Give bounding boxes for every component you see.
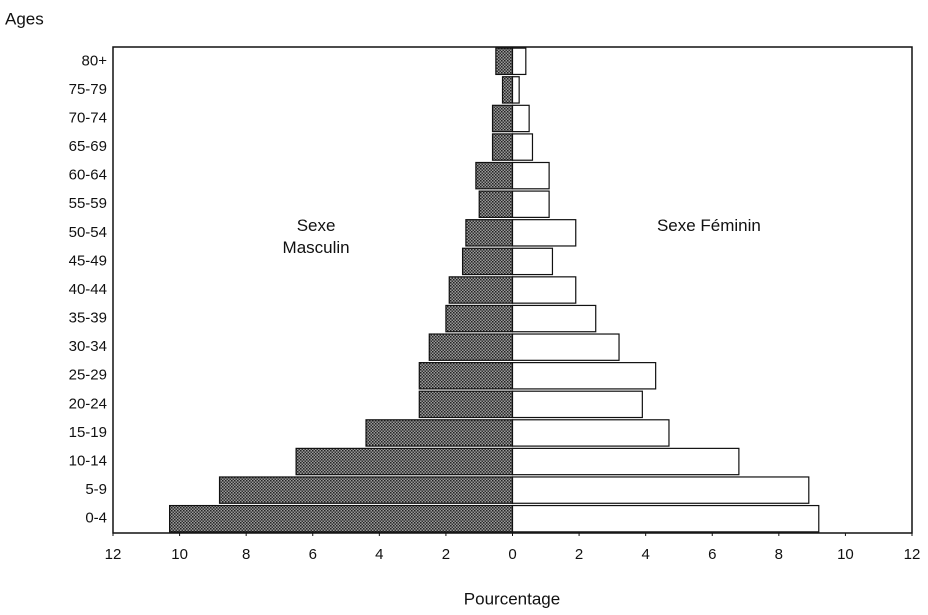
bar (511, 161, 550, 190)
bar (465, 219, 514, 247)
bar (511, 419, 670, 447)
bar (495, 47, 514, 76)
bar (511, 104, 530, 133)
bar (511, 362, 657, 390)
y-tick-label: 65-69 (69, 138, 107, 155)
y-tick-label: 25-29 (69, 367, 107, 384)
y-tick-label: 0-4 (85, 510, 107, 527)
bar (491, 104, 514, 133)
bar (418, 362, 514, 390)
bar (475, 161, 514, 190)
y-tick-label: 30-34 (69, 338, 107, 355)
bar (511, 47, 527, 76)
y-tick-label: 20-24 (69, 395, 107, 412)
bar (448, 276, 514, 304)
x-tick-label: 2 (575, 546, 583, 563)
x-tick-label: 10 (837, 546, 854, 563)
bar (501, 76, 514, 104)
bar (511, 476, 810, 504)
x-axis-label: Pourcentage (464, 589, 560, 608)
bar (418, 390, 514, 419)
y-tick-label: 10-14 (69, 452, 107, 469)
y-tick-label: 60-64 (69, 167, 107, 184)
x-tick-label: 6 (309, 546, 317, 563)
bar (168, 504, 514, 533)
y-tick-label: 70-74 (69, 109, 107, 126)
bar (461, 247, 514, 276)
y-tick-label: 75-79 (69, 81, 107, 98)
y-axis-label: Ages (5, 9, 44, 28)
bar (511, 447, 740, 476)
bar (511, 219, 577, 247)
bar (511, 390, 643, 419)
x-tick-label: 12 (105, 546, 122, 563)
x-tick-label: 4 (375, 546, 383, 563)
x-tick-label: 0 (508, 546, 516, 563)
x-tick-label: 6 (708, 546, 716, 563)
series-label: Sexe Masculin (282, 215, 350, 257)
y-tick-label: 45-49 (69, 252, 107, 269)
x-tick-label: 2 (442, 546, 450, 563)
bar (511, 76, 520, 104)
y-tick-label: 80+ (82, 52, 108, 69)
bar (365, 419, 514, 447)
bar (445, 304, 514, 333)
y-tick-label: 50-54 (69, 224, 107, 241)
x-tick-label: 12 (904, 546, 921, 563)
bar (295, 447, 514, 476)
bar (511, 276, 577, 304)
y-tick-label: 55-59 (69, 195, 107, 212)
x-tick-label: 4 (641, 546, 649, 563)
bar (428, 333, 514, 361)
x-tick-label: 8 (775, 546, 783, 563)
bar (511, 247, 554, 276)
bar (478, 190, 514, 218)
x-tick-label: 8 (242, 546, 250, 563)
bar (511, 304, 597, 333)
y-tick-label: 40-44 (69, 281, 107, 298)
bar (511, 504, 820, 533)
y-tick-label: 15-19 (69, 424, 107, 441)
y-tick-label: 5-9 (85, 481, 107, 498)
y-tick-label: 35-39 (69, 310, 107, 327)
bar (511, 190, 550, 218)
series-label: Sexe Féminin (656, 215, 761, 235)
bar (511, 133, 534, 161)
bar (511, 333, 620, 361)
bar (218, 476, 514, 504)
bar (491, 133, 514, 161)
x-tick-label: 10 (171, 546, 188, 563)
